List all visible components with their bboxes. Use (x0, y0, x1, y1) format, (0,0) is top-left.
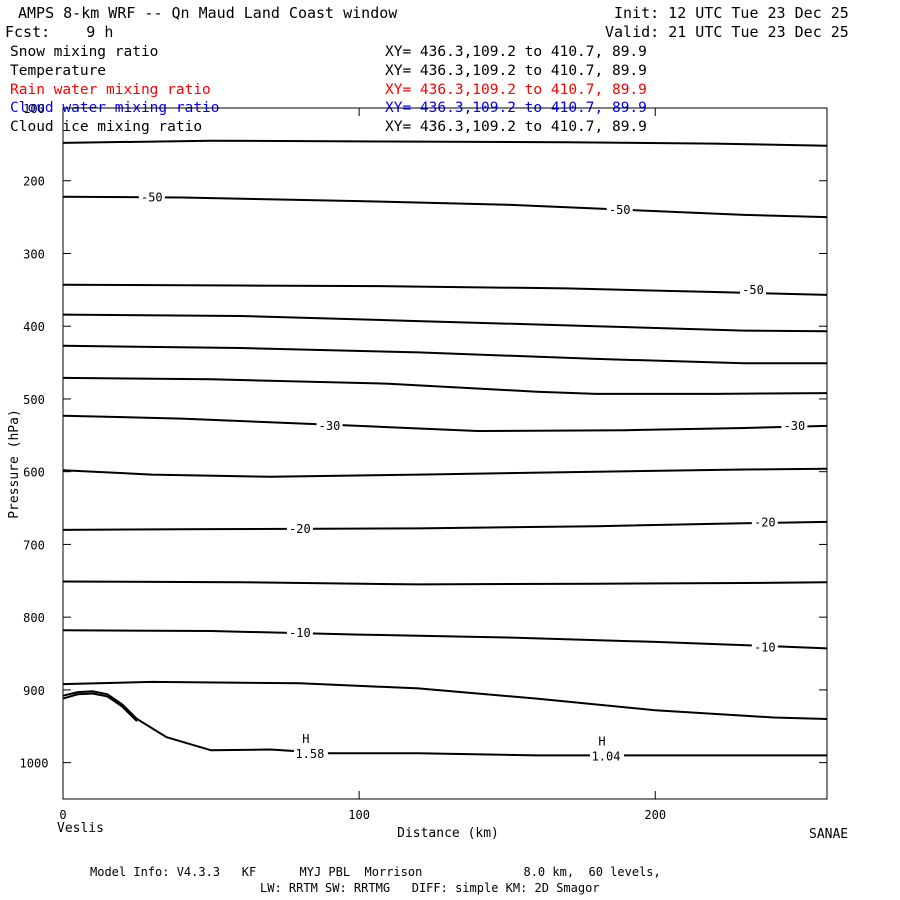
contour-label-mask (286, 626, 313, 641)
y-axis-ticks: 100 200 300 400 500 600 700 800 900 1000 (20, 102, 827, 771)
contour-label-mask (751, 515, 778, 530)
y-tick-label: 200 (23, 175, 45, 189)
extremum-value: 1.58 (295, 747, 324, 761)
contour-lines (62, 139, 828, 757)
field-coords: XY= 436.3,109.2 to 410.7, 89.9 (385, 119, 647, 135)
extremum-symbol: H (598, 734, 605, 748)
x-axis-ticks: 0 100 200 (59, 108, 666, 822)
contour-line (62, 313, 828, 333)
contour-line (62, 580, 828, 586)
field-name: Snow mixing ratio (10, 44, 159, 60)
field-coords: XY= 436.3,109.2 to 410.7, 89.9 (385, 44, 647, 60)
contour-line (62, 283, 828, 296)
contour-label: -30 (784, 419, 806, 433)
y-tick-label: 600 (23, 466, 45, 480)
contour-label: -20 (754, 516, 776, 530)
x-tick-label: 200 (644, 808, 666, 822)
extremum-mask (293, 747, 328, 760)
x-axis-label: Distance (km) (397, 826, 499, 841)
x-tick-label: 100 (348, 808, 370, 822)
extremum-symbol: H (302, 732, 309, 746)
contour-line (62, 344, 827, 365)
y-tick-label: 1000 (20, 757, 49, 771)
contour-label-mask (286, 522, 313, 537)
contour-line (62, 520, 828, 531)
contour-line (62, 629, 828, 650)
contour-label-mask (739, 282, 766, 297)
forecast-hour: Fcst: 9 h (5, 23, 114, 41)
valid-time: Valid: 21 UTC Tue 23 Dec 25 (605, 23, 849, 41)
contour-label-mask (606, 202, 633, 217)
plot-frame (62, 107, 828, 800)
contour-label: -50 (609, 203, 631, 217)
contour-line (62, 139, 828, 147)
contour-label: -50 (141, 190, 163, 204)
y-tick-label: 400 (23, 320, 45, 334)
contour-label: -10 (289, 626, 311, 640)
field-coords: XY= 436.3,109.2 to 410.7, 89.9 (385, 63, 647, 79)
field-name: Temperature (10, 63, 107, 79)
y-tick-label: 100 (23, 102, 45, 116)
contour-line (62, 376, 828, 395)
contour-label-mask (138, 190, 165, 205)
left-endpoint-label: Veslis (57, 821, 104, 836)
contour-label-mask (751, 640, 778, 655)
plot-title: AMPS 8-km WRF -- Qn Maud Land Coast wind… (18, 4, 398, 22)
y-axis-label: Pressure (hPa) (7, 409, 22, 519)
y-tick-label: 800 (23, 611, 45, 625)
contour-label: -20 (289, 522, 311, 536)
right-endpoint-label: SANAE (809, 827, 848, 842)
model-physics: LW: RRTM SW: RRTMG DIFF: simple KM: 2D S… (260, 881, 600, 895)
y-tick-label: 500 (23, 393, 45, 407)
contour-line (62, 690, 827, 757)
extremum-value: 1.04 (592, 749, 621, 763)
contour-label: -30 (319, 419, 341, 433)
field-name: Rain water mixing ratio (10, 82, 211, 98)
contour-label-mask (316, 418, 343, 433)
field-name: Cloud ice mixing ratio (10, 119, 203, 135)
extremum-mask (590, 749, 625, 762)
contour-line (62, 414, 828, 433)
model-info: Model Info: V4.3.3 KF MYJ PBL Morrison 8… (90, 865, 661, 879)
y-tick-label: 300 (23, 247, 45, 261)
contour-label: -10 (754, 641, 776, 655)
contour-line (62, 467, 828, 478)
contour-label: -50 (742, 283, 764, 297)
contour-label-mask (781, 418, 808, 433)
contour-line (62, 680, 828, 720)
init-time: Init: 12 UTC Tue 23 Dec 25 (614, 4, 849, 22)
y-tick-label: 900 (23, 684, 45, 698)
y-tick-label: 700 (23, 538, 45, 552)
contour-line (62, 195, 828, 219)
field-coords: XY= 436.3,109.2 to 410.7, 89.9 (385, 82, 647, 98)
contour-line (62, 692, 138, 722)
x-tick-label: 0 (59, 808, 66, 822)
contour-labels: -50 -50 -50 -30 -30 -20 -20 -10 -10 (138, 190, 808, 655)
